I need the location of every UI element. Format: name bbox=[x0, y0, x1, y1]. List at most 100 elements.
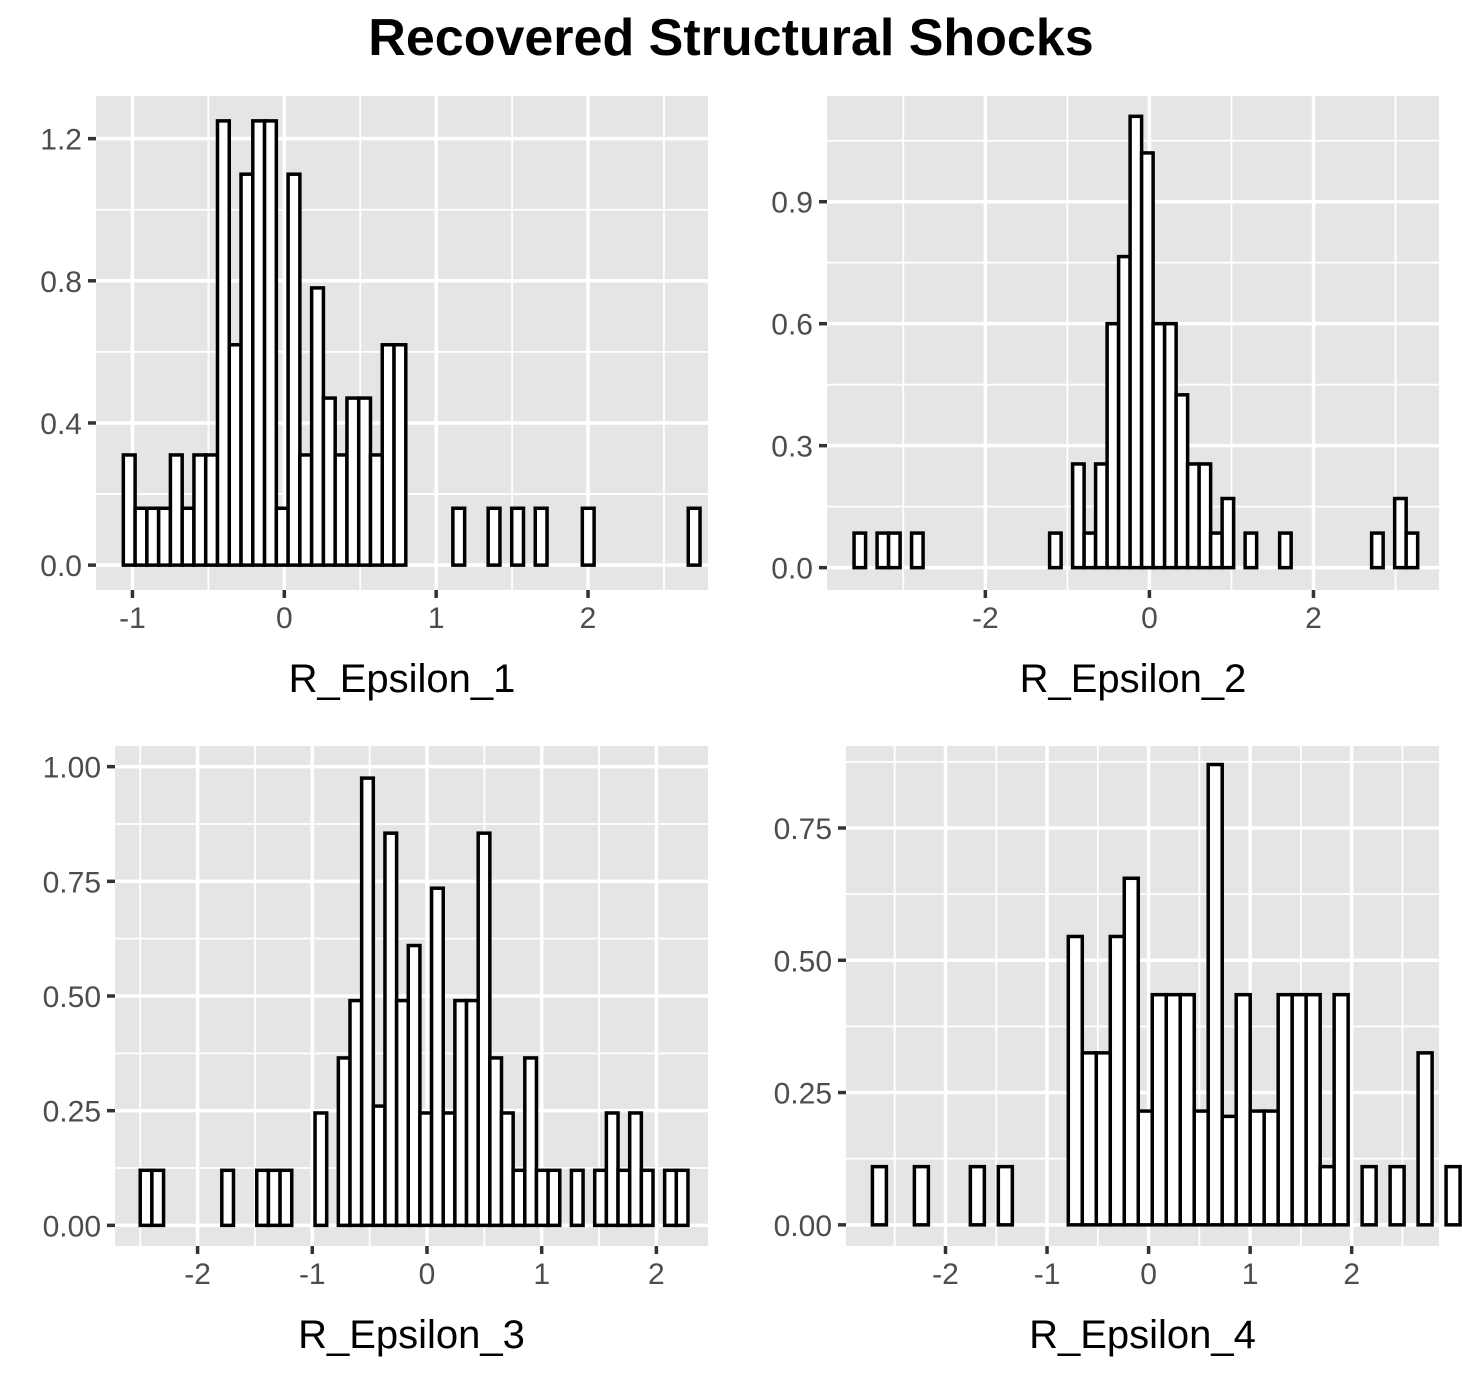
histogram-bar bbox=[368, 453, 385, 567]
histogram-bar bbox=[968, 1164, 987, 1227]
histogram-bar bbox=[345, 396, 361, 567]
histogram-bar bbox=[180, 506, 196, 567]
histogram-bar bbox=[509, 506, 526, 567]
histogram-bar bbox=[886, 531, 902, 570]
histogram-bar bbox=[1047, 531, 1063, 570]
histogram-bar bbox=[1243, 531, 1259, 570]
histogram-bar bbox=[133, 506, 149, 567]
histogram-bar bbox=[215, 119, 232, 567]
histogram-bar bbox=[1276, 992, 1294, 1227]
histogram-bar bbox=[476, 831, 492, 1228]
x-tick-label: 0 bbox=[276, 602, 293, 635]
histogram-bar bbox=[1220, 496, 1236, 570]
histogram-bar bbox=[192, 453, 208, 567]
x-tick-label: -2 bbox=[972, 602, 999, 635]
histogram-bar bbox=[1178, 992, 1196, 1227]
y-tick-label: 0.6 bbox=[771, 309, 813, 342]
histogram-bar bbox=[333, 453, 349, 567]
x-tick-label: -1 bbox=[119, 602, 146, 635]
chart-title: Recovered Structural Shocks bbox=[368, 9, 1094, 67]
histogram-bar bbox=[1164, 992, 1182, 1227]
histogram-bar bbox=[1290, 992, 1308, 1227]
histogram-bar bbox=[686, 506, 702, 567]
histogram-bar bbox=[286, 172, 302, 567]
x-tick-label: 2 bbox=[648, 1258, 665, 1291]
histogram-bar bbox=[203, 453, 220, 567]
histogram-bar bbox=[1360, 1164, 1378, 1227]
histogram-bar bbox=[359, 776, 376, 1228]
x-axis-title: R_Epsilon_1 bbox=[289, 657, 516, 701]
histogram-bar bbox=[451, 506, 467, 567]
histogram-bar bbox=[1122, 876, 1141, 1227]
histogram-bar bbox=[870, 1164, 889, 1227]
x-tick-label: 2 bbox=[1305, 602, 1322, 635]
y-tick-label: 0.75 bbox=[43, 866, 101, 899]
histogram-bar bbox=[1220, 1114, 1238, 1227]
y-tick-label: 1.2 bbox=[40, 124, 82, 157]
histogram-bar bbox=[1248, 1109, 1266, 1227]
histogram-bar bbox=[580, 506, 596, 567]
histogram-bar bbox=[356, 396, 373, 567]
x-tick-label: 2 bbox=[580, 602, 597, 635]
histogram-bar bbox=[1066, 934, 1085, 1227]
histogram-bar bbox=[145, 506, 161, 567]
histogram-bar bbox=[909, 531, 925, 570]
histogram-bar bbox=[309, 286, 326, 567]
histogram-bar bbox=[1262, 1109, 1280, 1227]
histogram-bar bbox=[392, 343, 408, 567]
histogram-bar bbox=[569, 1168, 585, 1228]
histogram-bar bbox=[533, 506, 549, 567]
y-tick-label: 1.00 bbox=[43, 752, 101, 785]
x-tick-label: 1 bbox=[1242, 1258, 1259, 1291]
histogram-bar bbox=[639, 1168, 655, 1228]
histogram-bar bbox=[546, 1168, 562, 1228]
y-tick-label: 0.0 bbox=[771, 553, 813, 586]
histogram-bar bbox=[1444, 1164, 1462, 1227]
histogram-bar bbox=[1192, 1109, 1210, 1227]
histogram-bar bbox=[1136, 1109, 1154, 1227]
histogram-bar bbox=[1332, 992, 1350, 1227]
x-tick-label: 0 bbox=[1141, 602, 1158, 635]
panel-r-epsilon-1: -1 0 1 2 0.0 0.4 0.8 1.2 R_Epsilon_1 bbox=[40, 96, 708, 701]
histogram-bar bbox=[1094, 1051, 1113, 1227]
histogram-bar bbox=[150, 1168, 166, 1228]
y-tick-label: 0.25 bbox=[774, 1078, 832, 1111]
histogram-bar bbox=[262, 119, 279, 567]
histogram-bar bbox=[1369, 531, 1385, 570]
histogram-bar bbox=[239, 172, 255, 567]
y-tick-label: 0.50 bbox=[774, 945, 832, 978]
y-tick-label: 0.4 bbox=[40, 408, 82, 441]
histogram-bar bbox=[1404, 531, 1420, 570]
histogram-bar bbox=[121, 453, 137, 567]
panel-r-epsilon-3: -2 -1 0 1 2 0.00 0.25 0.50 0.75 1.00 R_Epsilon_3 bbox=[43, 746, 708, 1357]
histogram-bar bbox=[278, 1168, 294, 1228]
histogram-bar bbox=[1197, 462, 1213, 570]
histogram-bar bbox=[1304, 992, 1322, 1227]
histogram-bar bbox=[298, 453, 314, 567]
y-tick-label: 0.00 bbox=[43, 1210, 101, 1243]
histogram-bar bbox=[912, 1164, 931, 1227]
x-tick-label: -1 bbox=[299, 1258, 326, 1291]
x-tick-label: -1 bbox=[1034, 1258, 1061, 1291]
y-tick-label: 0.25 bbox=[43, 1096, 101, 1129]
x-tick-label: 0 bbox=[1140, 1258, 1157, 1291]
panel-r-epsilon-4: -2 -1 0 1 2 0.00 0.25 0.50 0.75 R_Epsilon_4 bbox=[774, 746, 1462, 1357]
histogram-bar bbox=[996, 1164, 1015, 1227]
x-axis-title: R_Epsilon_2 bbox=[1020, 657, 1247, 701]
x-tick-label: 1 bbox=[533, 1258, 550, 1291]
histogram-bar bbox=[852, 531, 868, 570]
panel-r-epsilon-2: -2 0 2 0.0 0.3 0.6 0.9 R_Epsilon_2 bbox=[771, 96, 1439, 701]
histogram-bar bbox=[1070, 462, 1086, 570]
histogram-bar bbox=[1277, 531, 1293, 570]
histogram-bar bbox=[168, 453, 184, 567]
histogram-bar bbox=[674, 1168, 690, 1228]
y-tick-label: 0.3 bbox=[771, 431, 813, 464]
histogram-bar bbox=[156, 506, 173, 567]
y-tick-label: 0.75 bbox=[774, 813, 832, 846]
histogram-bar bbox=[380, 343, 396, 567]
x-axis-title: R_Epsilon_3 bbox=[298, 1313, 525, 1357]
histogram-bar bbox=[406, 943, 422, 1228]
x-axis-title: R_Epsilon_4 bbox=[1029, 1313, 1256, 1357]
x-tick-label: 0 bbox=[419, 1258, 436, 1291]
